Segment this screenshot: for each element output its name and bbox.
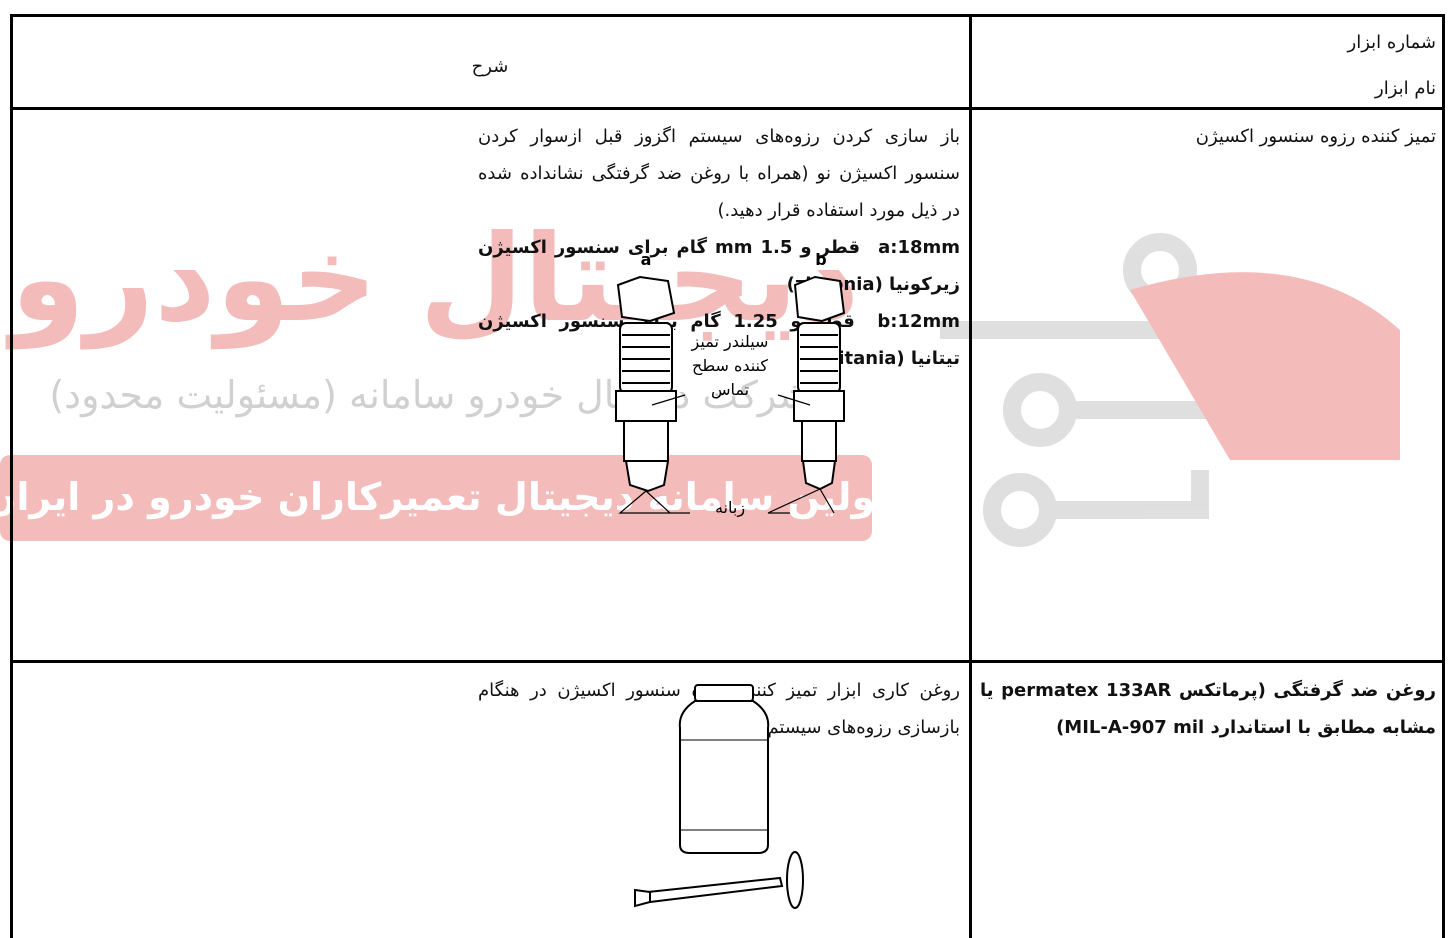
spec-marker: b:	[877, 311, 898, 332]
tool-name: روغن ضد گرفتگی (پرماتکس permatex 133AR ی…	[980, 680, 1436, 738]
spec-marker: a:	[878, 237, 898, 258]
spec-text: 18mm قطر و 1.5 mm گام برای سنسور اکسیژن …	[478, 237, 960, 295]
spec-item: a:18mm قطر و 1.5 mm گام برای سنسور اکسیژ…	[478, 229, 960, 303]
table-border	[1442, 14, 1445, 938]
header-tool-number: شماره ابزار	[1347, 32, 1436, 53]
header-tool-name: نام ابزار	[1375, 78, 1436, 99]
watermark-brand: دیجیتال خودرو	[5, 210, 859, 350]
tool-name: تمیز کننده رزوه سنسور اکسیژن	[1195, 126, 1436, 147]
watermark-logo	[940, 233, 1380, 547]
table-border	[10, 14, 13, 938]
figure-label-tab: زبانه	[715, 498, 745, 518]
figure-label-cylinder: تماس	[711, 380, 749, 399]
watermark-slogan: اولین سامانه دیجیتال تعمیرکاران خودرو در…	[0, 475, 888, 520]
header-description: شرح	[471, 56, 509, 77]
thread-cleaner-figure: a b سیلندر تمیز کننده سطح تماس زبانه	[615, 250, 846, 518]
row-divider	[10, 660, 1445, 663]
description: باز سازی کردن رزوه‌های سیستم اگزوز قبل ا…	[478, 118, 960, 377]
watermark-car	[1130, 272, 1400, 460]
figure-label-a: a	[641, 250, 652, 269]
figure-label-cylinder: سیلندر تمیز	[691, 332, 769, 352]
row-divider	[10, 107, 1445, 110]
table-border	[10, 14, 1445, 17]
column-divider	[969, 14, 972, 938]
description-text: باز سازی کردن رزوه‌های سیستم اگزوز قبل ا…	[478, 126, 960, 221]
figure-label-b: b	[815, 250, 826, 269]
figure-label-cylinder: کننده سطح	[692, 356, 768, 376]
lubricant-figure	[634, 684, 804, 909]
